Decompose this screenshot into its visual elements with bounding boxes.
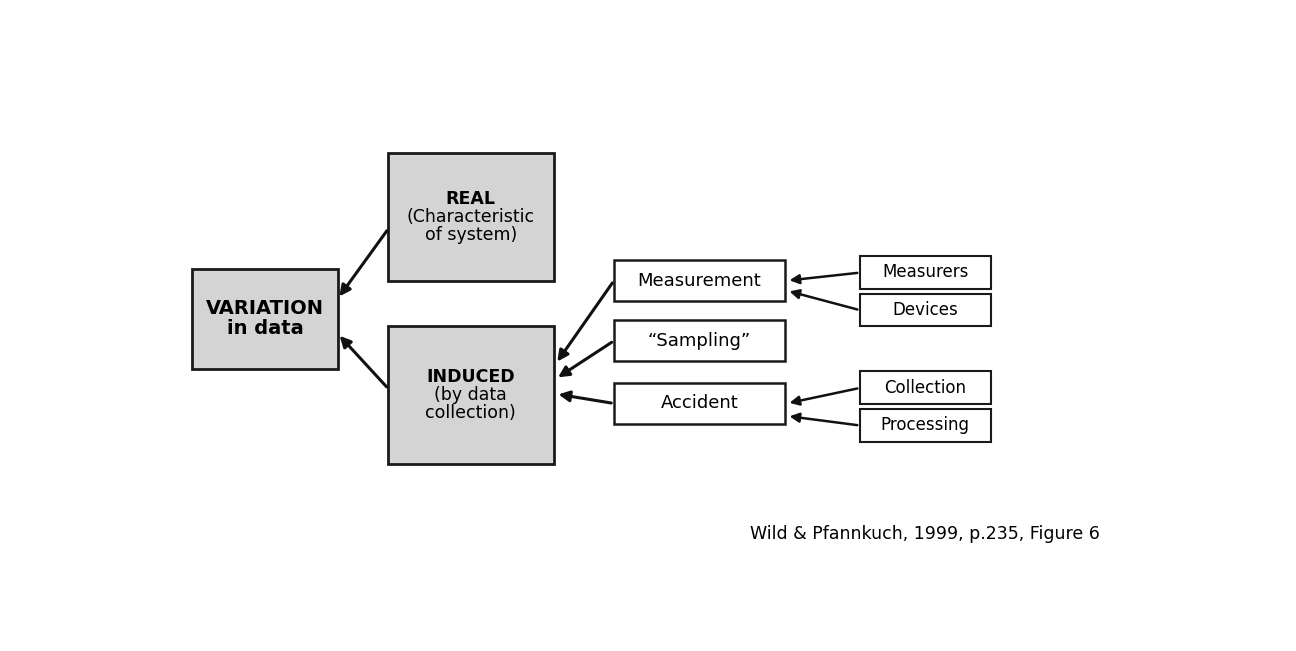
Bar	[614, 320, 785, 361]
Bar	[192, 269, 338, 369]
Text: Processing: Processing	[881, 416, 969, 434]
Bar	[861, 294, 990, 326]
Text: INDUCED: INDUCED	[426, 368, 516, 386]
Bar	[861, 371, 990, 404]
Text: “Sampling”: “Sampling”	[648, 332, 750, 350]
Text: Devices: Devices	[893, 301, 958, 319]
Text: collection): collection)	[425, 404, 516, 422]
Bar	[861, 409, 990, 441]
Bar	[861, 256, 990, 288]
Text: (by data: (by data	[434, 386, 507, 404]
Text: Measurers: Measurers	[883, 264, 968, 281]
Bar	[388, 326, 553, 464]
Text: VARIATION: VARIATION	[206, 299, 324, 318]
Text: Collection: Collection	[884, 379, 967, 396]
Text: (Characteristic: (Characteristic	[407, 208, 535, 226]
Bar	[614, 260, 785, 301]
Bar	[388, 154, 553, 281]
Bar	[614, 383, 785, 424]
Text: in data: in data	[227, 320, 303, 339]
Text: Accident: Accident	[661, 395, 739, 413]
Text: REAL: REAL	[446, 190, 496, 208]
Text: of system): of system)	[425, 227, 517, 244]
Text: Measurement: Measurement	[638, 271, 761, 290]
Text: Wild & Pfannkuch, 1999, p.235, Figure 6: Wild & Pfannkuch, 1999, p.235, Figure 6	[750, 525, 1100, 544]
